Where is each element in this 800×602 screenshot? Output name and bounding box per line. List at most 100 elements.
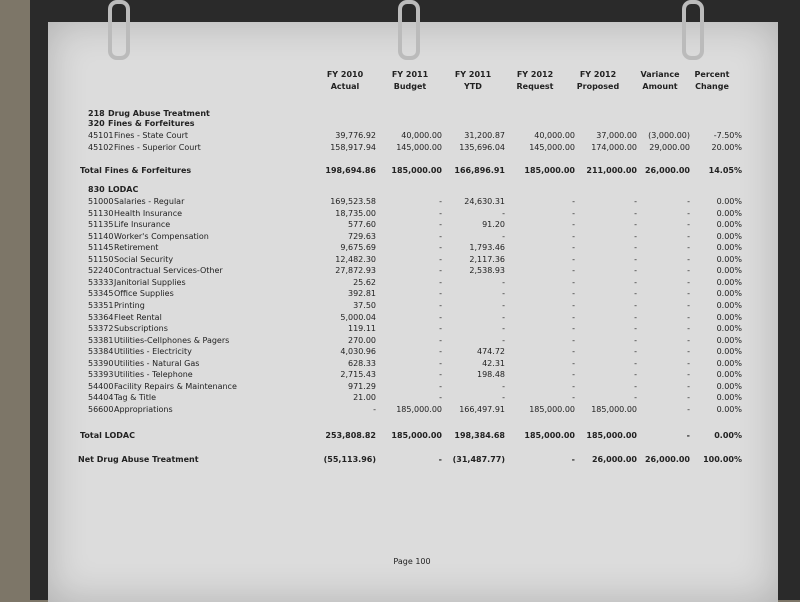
account-code: 54400 bbox=[88, 381, 114, 391]
account-code: 51145 bbox=[88, 243, 114, 253]
cell-value: 0.00% bbox=[716, 335, 742, 345]
cell-value: - bbox=[634, 208, 637, 218]
cell-value: - bbox=[439, 197, 442, 206]
cell-value: 135,696.04 bbox=[459, 143, 505, 152]
total-label: Total Fines & Forfeitures bbox=[80, 166, 192, 175]
cell-value: - bbox=[634, 243, 637, 253]
account-name: Utilities - Telephone bbox=[114, 370, 193, 380]
account-name: Retirement bbox=[114, 243, 159, 253]
cell-value: 0.00% bbox=[716, 324, 742, 334]
cell-value: 21.00 bbox=[353, 393, 376, 403]
cell-value: - bbox=[439, 324, 442, 334]
cell-value: - bbox=[687, 220, 690, 230]
account-code: 51135 bbox=[88, 220, 114, 230]
account-code: 51150 bbox=[88, 254, 114, 264]
total-label: Total LODAC bbox=[80, 431, 135, 440]
cell-value: - bbox=[634, 312, 637, 322]
cell-value: - bbox=[687, 312, 690, 322]
cell-value: - bbox=[438, 455, 442, 464]
column-header: Request bbox=[516, 82, 554, 91]
account-name: Utilities - Natural Gas bbox=[114, 358, 200, 368]
column-header: FY 2010 bbox=[326, 70, 364, 79]
cell-value: - bbox=[687, 277, 690, 287]
account-code: 53384 bbox=[88, 347, 114, 357]
cell-value: - bbox=[634, 220, 637, 230]
cell-value: - bbox=[502, 208, 505, 218]
cell-value: 2,117.36 bbox=[469, 254, 505, 264]
cell-value: - bbox=[687, 197, 690, 206]
account-name: Appropriations bbox=[114, 404, 173, 414]
cell-value: 0.00% bbox=[716, 289, 742, 299]
cell-value: 0.00% bbox=[716, 220, 742, 230]
cell-value: 0.00% bbox=[716, 381, 742, 391]
cell-value: (55,113.96) bbox=[323, 455, 376, 464]
cell-value: 729.63 bbox=[348, 231, 376, 241]
account-code: 45101 bbox=[88, 131, 114, 140]
cell-value: - bbox=[502, 289, 505, 299]
column-header: Variance bbox=[640, 70, 680, 79]
cell-value: 211,000.00 bbox=[586, 166, 637, 175]
cell-value: - bbox=[687, 231, 690, 241]
cell-value: - bbox=[439, 243, 442, 253]
account-name: Utilities - Electricity bbox=[114, 347, 192, 357]
cell-value: 145,000.00 bbox=[396, 143, 442, 152]
cell-value: - bbox=[687, 243, 690, 253]
cell-value: - bbox=[439, 347, 442, 357]
cell-value: 1,793.46 bbox=[469, 243, 505, 253]
account-code: 53333 bbox=[88, 277, 114, 287]
cell-value: 0.00% bbox=[716, 266, 742, 276]
group-code: 320 bbox=[88, 119, 105, 128]
cell-value: 12,482.30 bbox=[335, 254, 376, 264]
cell-value: 270.00 bbox=[348, 335, 376, 345]
cell-value: 40,000.00 bbox=[534, 131, 575, 140]
cell-value: 0.00% bbox=[716, 254, 742, 264]
account-name: Office Supplies bbox=[114, 289, 174, 299]
column-header: Proposed bbox=[576, 82, 620, 91]
cell-value: 27,872.93 bbox=[335, 266, 376, 276]
cell-value: 198,384.68 bbox=[454, 431, 505, 440]
cell-value: 169,523.58 bbox=[330, 197, 376, 206]
cell-value: 253,808.82 bbox=[325, 431, 376, 440]
cell-value: 2,715.43 bbox=[340, 370, 376, 380]
account-code: 54404 bbox=[88, 393, 114, 403]
account-name: Fleet Rental bbox=[114, 312, 162, 322]
account-code: 45102 bbox=[88, 143, 114, 152]
binder-ring bbox=[398, 0, 420, 60]
account-name: Life Insurance bbox=[114, 220, 171, 230]
cell-value: - bbox=[634, 370, 637, 380]
cell-value: 0.00% bbox=[716, 231, 742, 241]
account-code: 51140 bbox=[88, 231, 114, 241]
cell-value: 91.20 bbox=[482, 220, 505, 230]
cell-value: 0.00% bbox=[716, 404, 742, 414]
cell-value: 40,000.00 bbox=[401, 131, 442, 140]
column-header: Actual bbox=[330, 82, 360, 91]
account-name: Health Insurance bbox=[114, 208, 183, 218]
cell-value: - bbox=[634, 324, 637, 334]
cell-value: 185,000.00 bbox=[391, 431, 442, 440]
cell-value: 158,917.94 bbox=[330, 143, 376, 152]
cell-value: - bbox=[687, 370, 690, 380]
cell-value: - bbox=[439, 208, 442, 218]
cell-value: 4,030.96 bbox=[340, 347, 376, 357]
cell-value: - bbox=[502, 393, 505, 403]
cell-value: - bbox=[572, 324, 575, 334]
cell-value: - bbox=[439, 231, 442, 241]
account-code: 56600 bbox=[88, 404, 114, 414]
cell-value: 0.00% bbox=[714, 431, 742, 440]
account-name: Printing bbox=[114, 300, 145, 310]
cell-value: 0.00% bbox=[716, 347, 742, 357]
cell-value: - bbox=[439, 254, 442, 264]
cell-value: 185,000.00 bbox=[529, 404, 575, 414]
column-header: FY 2012 bbox=[579, 70, 617, 79]
account-name: Contractual Services-Other bbox=[114, 266, 223, 276]
cell-value: 119.11 bbox=[348, 324, 376, 334]
cell-value: - bbox=[572, 254, 575, 264]
cell-value: - bbox=[502, 312, 505, 322]
cell-value: 0.00% bbox=[716, 358, 742, 368]
account-name: Subscriptions bbox=[114, 324, 168, 334]
cell-value: 26,000.00 bbox=[644, 166, 690, 175]
cell-value: - bbox=[687, 208, 690, 218]
cell-value: - bbox=[687, 347, 690, 357]
cell-value: - bbox=[572, 277, 575, 287]
cell-value: - bbox=[373, 404, 376, 414]
